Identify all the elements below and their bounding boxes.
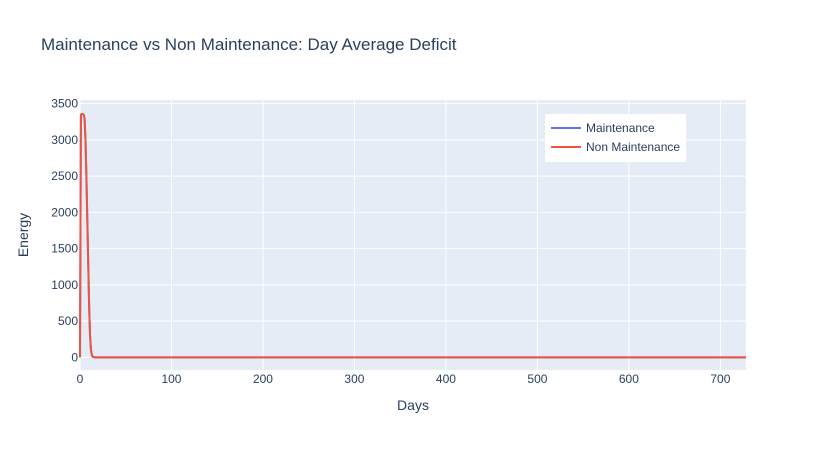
- x-tick-label: 600: [619, 372, 639, 386]
- x-axis-title: Days: [397, 397, 429, 413]
- x-tick-label: 700: [710, 372, 730, 386]
- x-tick-label: 400: [436, 372, 456, 386]
- legend-label: Maintenance: [586, 121, 655, 135]
- y-axis-title: Energy: [15, 213, 31, 257]
- x-tick-label: 500: [527, 372, 547, 386]
- y-tick-label: 0: [71, 350, 78, 364]
- series-line-non-maintenance: [79, 113, 746, 359]
- y-tick-labels: 0 500 1000 1500 2000 2500 3000 3500: [51, 97, 78, 365]
- y-tick-label: 2500: [51, 169, 78, 183]
- x-tick-labels: 0 100 200 300 400 500 600 700: [77, 372, 731, 386]
- legend-item-non-maintenance[interactable]: Non Maintenance: [551, 140, 680, 154]
- legend-box: [545, 114, 686, 162]
- legend-item-maintenance[interactable]: Maintenance: [551, 121, 655, 135]
- y-tick-label: 3500: [51, 97, 78, 111]
- y-tick-label: 1000: [51, 278, 78, 292]
- chart-title: Maintenance vs Non Maintenance: Day Aver…: [41, 35, 457, 54]
- x-tick-label: 300: [344, 372, 364, 386]
- y-tick-label: 2000: [51, 205, 78, 219]
- series-layer: [79, 113, 746, 359]
- x-tick-label: 200: [253, 372, 273, 386]
- y-tick-label: 3000: [51, 133, 78, 147]
- legend-label: Non Maintenance: [586, 140, 680, 154]
- x-tick-label: 0: [77, 372, 84, 386]
- x-tick-label: 100: [161, 372, 181, 386]
- legend[interactable]: Maintenance Non Maintenance: [545, 114, 686, 162]
- y-tick-label: 500: [58, 314, 78, 328]
- y-tick-label: 1500: [51, 242, 78, 256]
